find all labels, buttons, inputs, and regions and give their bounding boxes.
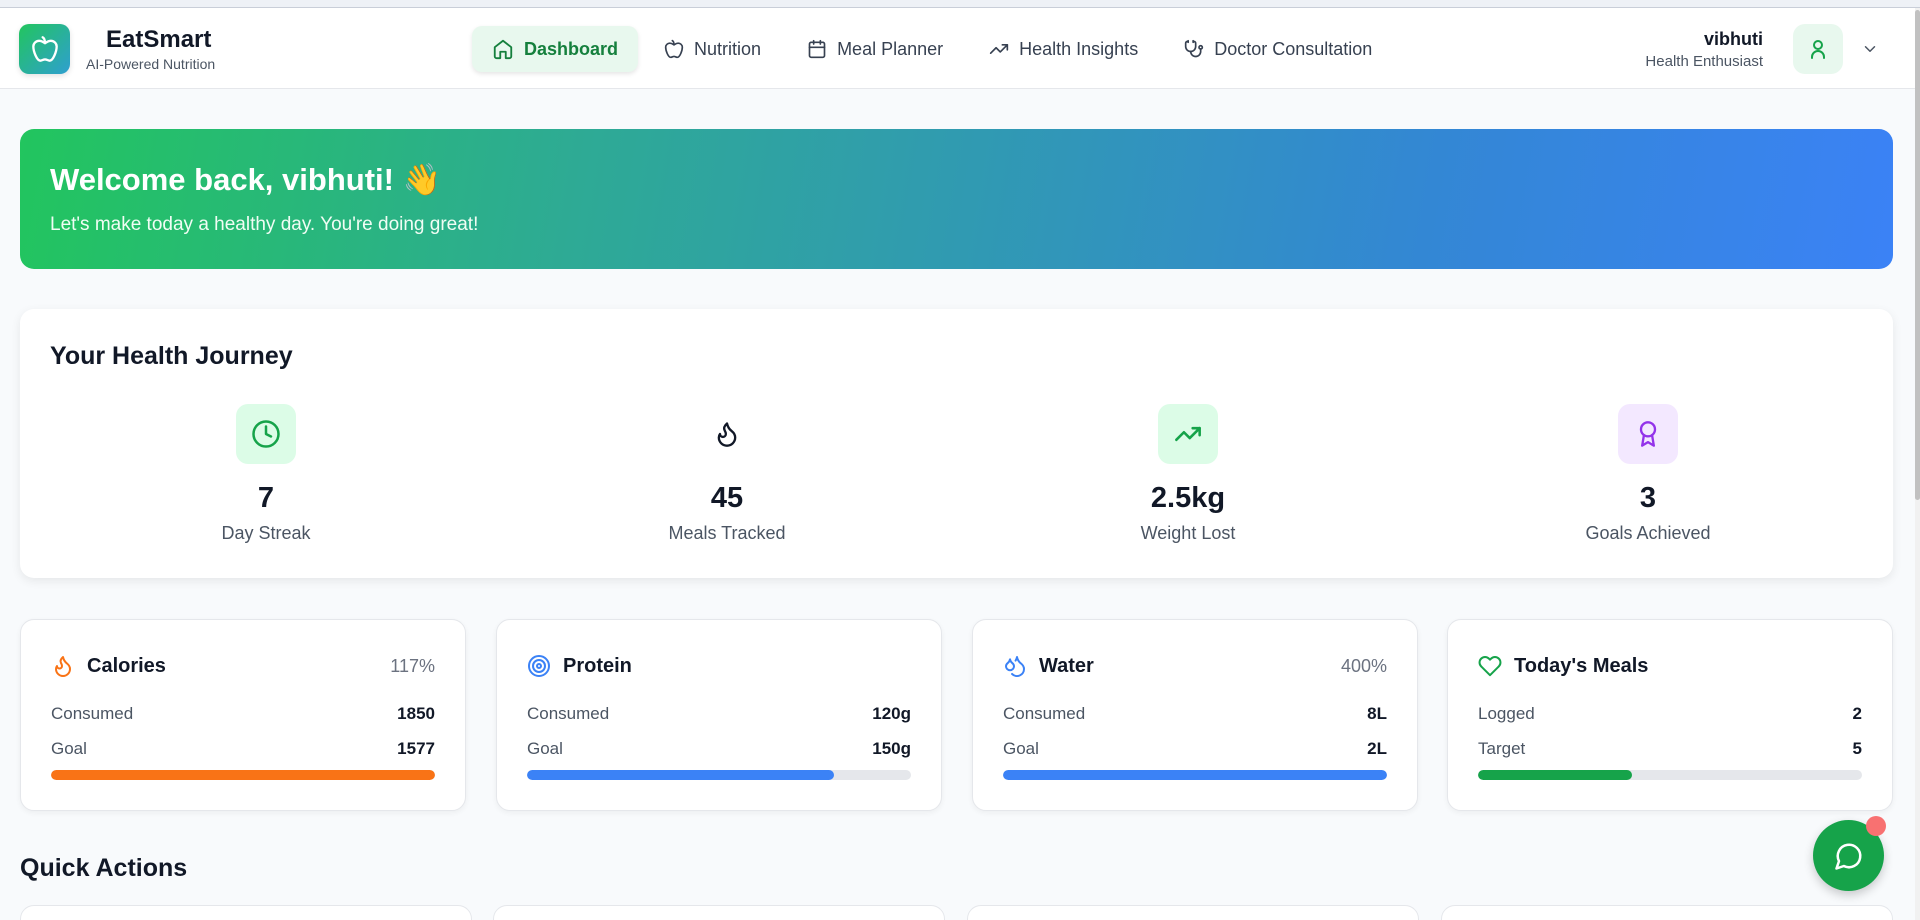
- nav-item-label: Meal Planner: [837, 38, 944, 59]
- protein-card[interactable]: Protein Consumed 120g Goal 150g: [496, 619, 942, 811]
- stat-label: Goals Achieved: [1585, 523, 1711, 543]
- progress-fill: [1478, 770, 1632, 780]
- quick-action-card[interactable]: [20, 905, 472, 920]
- trending-up-icon: [989, 44, 1009, 55]
- card-title: Water: [1039, 654, 1094, 677]
- window-top-border: [0, 0, 1920, 8]
- avatar[interactable]: [1793, 24, 1843, 74]
- row-label: Goal: [527, 739, 563, 758]
- nav-item-label: Dashboard: [524, 38, 619, 59]
- welcome-title: Welcome back, vibhuti! 👋: [50, 162, 442, 197]
- user-role: Health Enthusiast: [1645, 52, 1763, 70]
- flame-icon: [697, 404, 757, 464]
- card-title: Calories: [87, 654, 166, 677]
- droplets-icon: [1005, 656, 1026, 677]
- nav-item-doctor-consultation[interactable]: Doctor Consultation: [1164, 26, 1392, 72]
- progress-fill: [51, 770, 435, 780]
- notification-dot: [1866, 816, 1886, 836]
- stat-label: Meals Tracked: [668, 523, 786, 543]
- progress-fill: [527, 770, 835, 780]
- stat-value: 2.5kg: [1150, 482, 1226, 514]
- award-icon: [1618, 404, 1678, 464]
- row-label: Consumed: [527, 704, 610, 723]
- water-card[interactable]: Water 400% Consumed 8L Goal 2L: [972, 619, 1418, 811]
- nav-item-meal-planner[interactable]: Meal Planner: [787, 26, 963, 72]
- row-label: Goal: [51, 739, 87, 758]
- message-circle-icon: [1834, 843, 1861, 870]
- row-value: 120g: [872, 704, 911, 723]
- row-value: 2: [1852, 704, 1862, 723]
- todays-meals-card[interactable]: Today's Meals Logged 2 Target 5: [1447, 619, 1893, 811]
- card-title: Today's Meals: [1514, 654, 1649, 677]
- brand[interactable]: EatSmart AI-Powered Nutrition: [19, 24, 215, 74]
- user-menu[interactable]: vibhuti Health Enthusiast: [1645, 24, 1879, 74]
- row-value: 1850: [397, 704, 435, 723]
- progress-bar: [1478, 770, 1862, 780]
- scrollbar-thumb[interactable]: [1915, 10, 1920, 500]
- row-label: Consumed: [1003, 704, 1086, 723]
- card-percent: 400%: [1340, 655, 1387, 676]
- nav-item-nutrition[interactable]: Nutrition: [644, 26, 781, 72]
- quick-action-card[interactable]: [1441, 905, 1893, 920]
- calendar-icon: [808, 39, 826, 59]
- chevron-down-icon[interactable]: [1861, 40, 1879, 58]
- nav-item-health-insights[interactable]: Health Insights: [969, 26, 1158, 72]
- calories-card[interactable]: Calories 117% Consumed 1850 Goal 1577: [20, 619, 466, 811]
- top-navigation-bar: EatSmart AI-Powered Nutrition Dashboard …: [0, 8, 1915, 89]
- progress-fill: [1003, 770, 1387, 780]
- row-label: Consumed: [51, 704, 134, 723]
- card-title: Protein: [563, 654, 632, 677]
- stat-value: 7: [257, 482, 275, 514]
- row-label: Goal: [1003, 739, 1039, 758]
- clock-icon: [236, 404, 296, 464]
- welcome-subtitle: Let's make today a healthy day. You're d…: [50, 214, 479, 235]
- nav-item-label: Nutrition: [694, 38, 762, 59]
- progress-bar: [527, 770, 911, 780]
- heart-icon: [1478, 656, 1502, 677]
- user-name: vibhuti: [1704, 28, 1763, 49]
- quick-action-card[interactable]: [967, 905, 1419, 920]
- stat-day-streak: 7 Day Streak: [116, 404, 416, 544]
- welcome-banner: Welcome back, vibhuti! 👋 Let's make toda…: [20, 129, 1893, 269]
- progress-bar: [51, 770, 435, 780]
- main-nav: Dashboard Nutrition Meal Planner Health …: [472, 26, 1398, 72]
- stat-label: Day Streak: [221, 523, 311, 543]
- brand-tagline: AI-Powered Nutrition: [86, 56, 216, 72]
- home-icon: [493, 39, 513, 60]
- stat-value: 45: [710, 482, 744, 514]
- nav-item-dashboard[interactable]: Dashboard: [472, 26, 639, 72]
- section-title: Your Health Journey: [50, 342, 293, 370]
- apple-logo-icon: [19, 24, 70, 74]
- brand-name: EatSmart: [106, 26, 212, 53]
- row-value: 150g: [872, 739, 911, 758]
- row-value: 8L: [1367, 704, 1387, 723]
- stat-label: Weight Lost: [1140, 523, 1236, 543]
- stat-goals-achieved: 3 Goals Achieved: [1498, 404, 1798, 544]
- row-value: 2L: [1367, 739, 1387, 758]
- stethoscope-icon: [1185, 39, 1204, 58]
- nav-item-label: Doctor Consultation: [1214, 38, 1373, 59]
- quick-action-card[interactable]: [493, 905, 945, 920]
- flame-icon: [55, 656, 71, 677]
- health-journey-card: Your Health Journey 7 Day Streak 45 Meal…: [20, 309, 1893, 578]
- row-value: 5: [1852, 739, 1862, 758]
- quick-actions-title: Quick Actions: [20, 854, 188, 882]
- trending-up-icon: [1158, 404, 1218, 464]
- stat-weight-lost: 2.5kg Weight Lost: [1038, 404, 1338, 544]
- target-icon: [528, 655, 550, 677]
- user-icon: [1811, 40, 1825, 59]
- row-label: Logged: [1478, 704, 1535, 723]
- progress-bar: [1003, 770, 1387, 780]
- stat-meals-tracked: 45 Meals Tracked: [577, 404, 877, 544]
- apple-icon: [664, 39, 684, 59]
- card-percent: 117%: [390, 655, 435, 676]
- nav-item-label: Health Insights: [1019, 38, 1139, 59]
- row-value: 1577: [397, 739, 435, 758]
- row-label: Target: [1478, 739, 1526, 758]
- stat-value: 3: [1639, 482, 1657, 514]
